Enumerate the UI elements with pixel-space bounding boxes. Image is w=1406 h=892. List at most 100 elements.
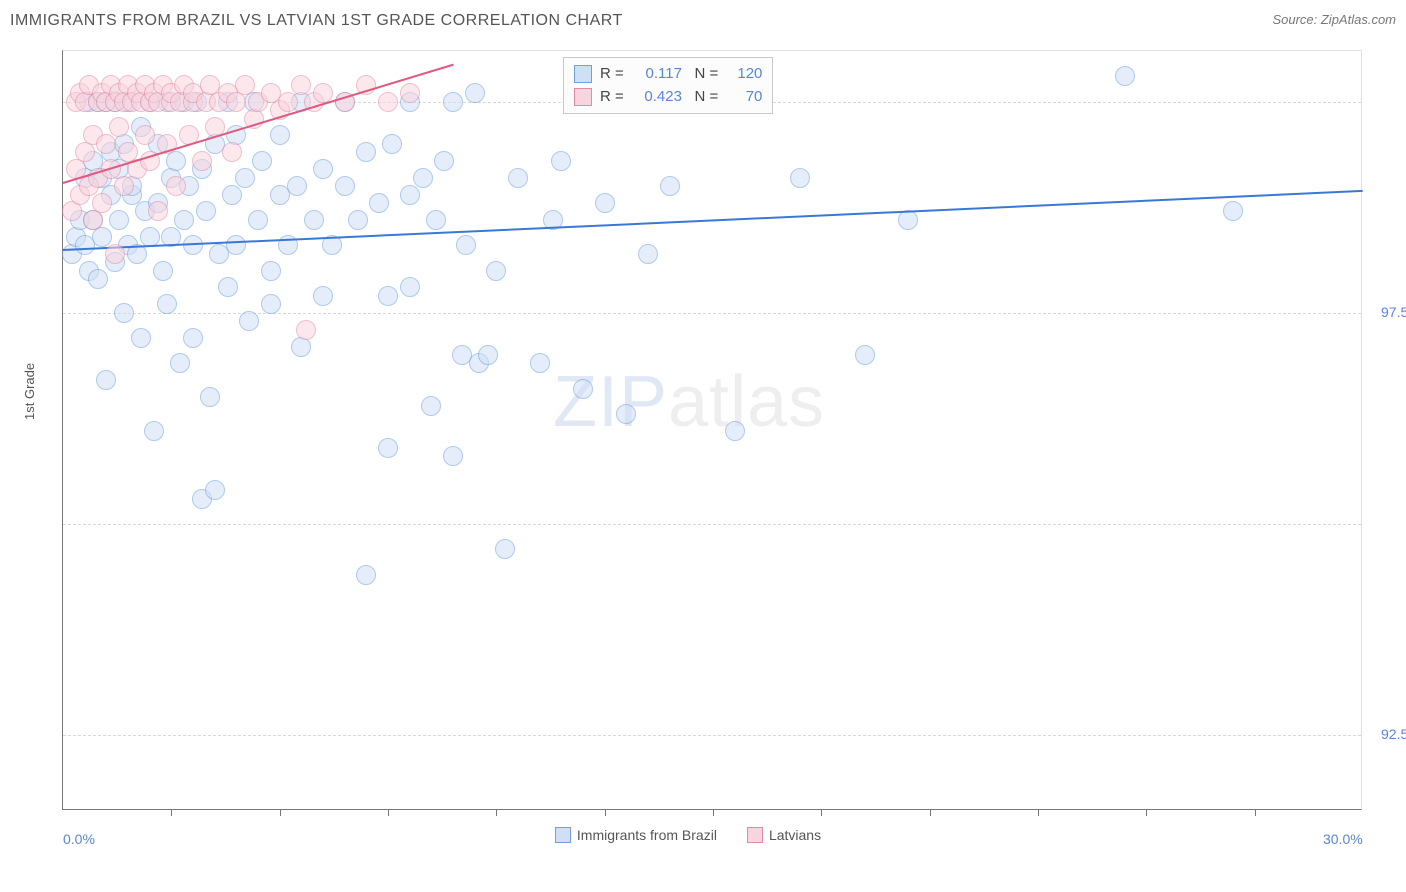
legend-swatch xyxy=(747,827,763,843)
data-point-latvian xyxy=(378,92,398,112)
data-point-latvian xyxy=(96,134,116,154)
data-point-brazil xyxy=(92,227,112,247)
data-point-latvian xyxy=(148,201,168,221)
data-point-latvian xyxy=(278,92,298,112)
xtick xyxy=(388,809,389,816)
data-point-brazil xyxy=(109,210,129,230)
data-point-latvian xyxy=(222,142,242,162)
data-point-brazil xyxy=(166,151,186,171)
data-point-brazil xyxy=(183,328,203,348)
data-point-brazil xyxy=(400,185,420,205)
legend-label: Latvians xyxy=(769,827,821,843)
stats-n-value: 70 xyxy=(722,85,762,108)
watermark: ZIPatlas xyxy=(553,361,825,443)
stats-n-label: N = xyxy=(694,65,718,82)
xtick xyxy=(280,809,281,816)
data-point-brazil xyxy=(378,438,398,458)
data-point-brazil xyxy=(400,277,420,297)
data-point-brazil xyxy=(114,303,134,323)
data-point-brazil xyxy=(261,261,281,281)
data-point-brazil xyxy=(356,565,376,585)
data-point-brazil xyxy=(616,404,636,424)
data-point-brazil xyxy=(638,244,658,264)
data-point-brazil xyxy=(382,134,402,154)
data-point-brazil xyxy=(205,480,225,500)
data-point-brazil xyxy=(573,379,593,399)
watermark-zip: ZIP xyxy=(553,362,668,442)
title-bar: IMMIGRANTS FROM BRAZIL VS LATVIAN 1ST GR… xyxy=(10,12,1396,40)
watermark-atlas: atlas xyxy=(668,362,825,442)
data-point-brazil xyxy=(239,311,259,331)
data-point-brazil xyxy=(218,277,238,297)
data-point-brazil xyxy=(369,193,389,213)
data-point-brazil xyxy=(348,210,368,230)
xtick xyxy=(1038,809,1039,816)
data-point-brazil xyxy=(486,261,506,281)
data-point-latvian xyxy=(192,151,212,171)
stats-n-label: N = xyxy=(694,88,718,105)
xtick xyxy=(930,809,931,816)
chart-container: IMMIGRANTS FROM BRAZIL VS LATVIAN 1ST GR… xyxy=(0,0,1406,892)
data-point-brazil xyxy=(131,328,151,348)
gridline-h xyxy=(63,313,1361,314)
data-point-brazil xyxy=(235,168,255,188)
stats-r-label: R = xyxy=(600,65,624,82)
data-point-brazil xyxy=(465,83,485,103)
legend-swatch xyxy=(555,827,571,843)
ytick-label: 97.5% xyxy=(1381,304,1406,320)
data-point-brazil xyxy=(426,210,446,230)
data-point-brazil xyxy=(508,168,528,188)
data-point-brazil xyxy=(222,185,242,205)
data-point-brazil xyxy=(270,125,290,145)
data-point-brazil xyxy=(248,210,268,230)
data-point-brazil xyxy=(200,387,220,407)
xtick xyxy=(171,809,172,816)
data-point-brazil xyxy=(144,421,164,441)
data-point-latvian xyxy=(135,125,155,145)
data-point-brazil xyxy=(291,337,311,357)
data-point-brazil xyxy=(335,176,355,196)
data-point-latvian xyxy=(235,75,255,95)
stats-r-label: R = xyxy=(600,88,624,105)
stats-swatch xyxy=(574,88,592,106)
data-point-brazil xyxy=(1223,201,1243,221)
data-point-brazil xyxy=(530,353,550,373)
data-point-brazil xyxy=(790,168,810,188)
data-point-brazil xyxy=(478,345,498,365)
ytick-label: 92.5% xyxy=(1381,726,1406,742)
data-point-latvian xyxy=(400,83,420,103)
xtick xyxy=(496,809,497,816)
chart-title: IMMIGRANTS FROM BRAZIL VS LATVIAN 1ST GR… xyxy=(10,12,623,29)
data-point-brazil xyxy=(196,201,216,221)
data-point-brazil xyxy=(261,294,281,314)
data-point-brazil xyxy=(855,345,875,365)
data-point-brazil xyxy=(421,396,441,416)
stats-row: R = 0.423 N = 70 xyxy=(574,85,762,108)
xtick xyxy=(1255,809,1256,816)
data-point-brazil xyxy=(304,210,324,230)
gridline-h xyxy=(63,524,1361,525)
data-point-brazil xyxy=(313,159,333,179)
data-point-brazil xyxy=(252,151,272,171)
legend: Immigrants from BrazilLatvians xyxy=(0,826,1406,843)
data-point-brazil xyxy=(443,92,463,112)
data-point-latvian xyxy=(166,176,186,196)
data-point-brazil xyxy=(226,235,246,255)
data-point-latvian xyxy=(296,320,316,340)
data-point-brazil xyxy=(495,539,515,559)
data-point-brazil xyxy=(443,446,463,466)
data-point-brazil xyxy=(313,286,333,306)
data-point-brazil xyxy=(88,269,108,289)
yaxis-title: 1st Grade xyxy=(22,363,37,420)
data-point-latvian xyxy=(92,193,112,213)
xtick xyxy=(605,809,606,816)
data-point-latvian xyxy=(291,75,311,95)
data-point-brazil xyxy=(595,193,615,213)
stats-r-value: 0.423 xyxy=(628,85,682,108)
data-point-brazil xyxy=(170,353,190,373)
data-point-brazil xyxy=(434,151,454,171)
data-point-latvian xyxy=(105,244,125,264)
data-point-brazil xyxy=(413,168,433,188)
data-point-brazil xyxy=(1115,66,1135,86)
stats-n-value: 120 xyxy=(722,62,762,85)
